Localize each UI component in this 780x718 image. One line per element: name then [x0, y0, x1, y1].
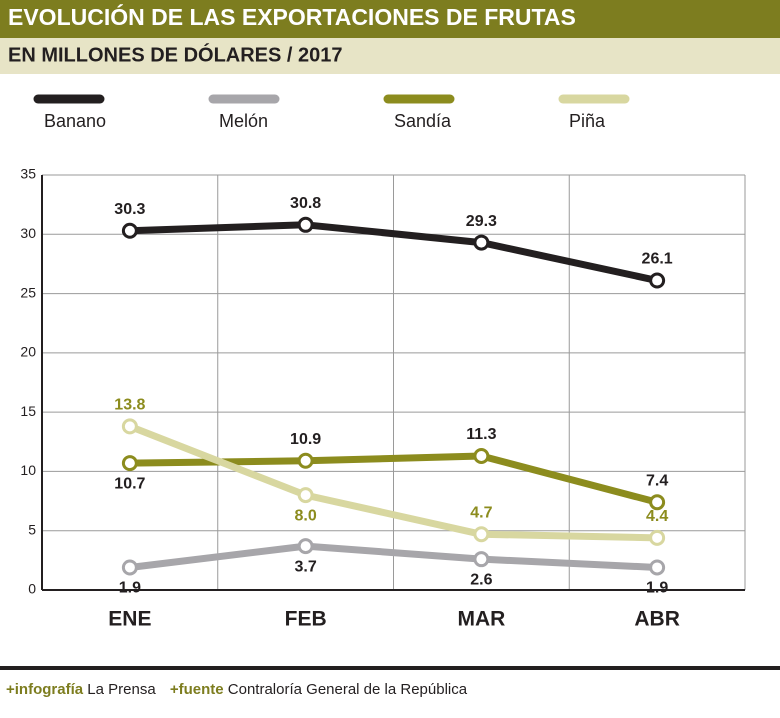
credit: La Prensa	[87, 681, 156, 698]
y-tick-label: 0	[28, 581, 36, 597]
legend-label: Sandía	[394, 111, 452, 131]
x-tick-label: ABR	[634, 608, 680, 631]
legend-label: Piña	[569, 111, 606, 131]
data-point	[473, 448, 490, 465]
data-label: 11.3	[466, 426, 496, 443]
source-label: +fuente	[170, 681, 224, 698]
data-label: 4.4	[646, 508, 668, 525]
data-label: 1.9	[646, 580, 668, 597]
data-point	[473, 526, 490, 543]
subtitle-band	[0, 38, 780, 74]
chart-title: EVOLUCIÓN DE LAS EXPORTACIONES DE FRUTAS	[8, 3, 576, 30]
data-point	[121, 455, 138, 472]
y-tick-label: 5	[28, 521, 36, 537]
y-tick-label: 20	[20, 344, 36, 360]
data-label: 3.7	[295, 558, 317, 575]
data-point	[121, 222, 138, 239]
data-label: 30.8	[290, 195, 321, 212]
data-point	[121, 559, 138, 576]
footer: +infografía La Prensa +fuente Contralorí…	[6, 681, 468, 698]
x-tick-label: FEB	[285, 608, 327, 631]
data-point	[649, 272, 666, 289]
data-point	[297, 538, 314, 555]
data-label: 7.4	[646, 472, 668, 489]
data-point	[121, 418, 138, 435]
data-label: 8.0	[295, 507, 317, 524]
data-label: 2.6	[470, 571, 492, 588]
data-point	[649, 529, 666, 546]
data-point	[297, 452, 314, 469]
series-line	[129, 221, 658, 284]
series-line	[129, 542, 658, 571]
data-point	[297, 216, 314, 233]
x-tick-label: ENE	[108, 608, 151, 631]
x-tick-label: MAR	[457, 608, 505, 631]
data-label: 4.7	[470, 504, 492, 521]
data-point	[297, 487, 314, 504]
data-label: 10.9	[290, 431, 321, 448]
legend-label: Banano	[44, 111, 106, 131]
data-label: 29.3	[466, 213, 497, 230]
data-label: 1.9	[119, 580, 141, 597]
data-label: 26.1	[642, 251, 673, 268]
data-label: 13.8	[114, 397, 145, 414]
data-label: 30.3	[114, 201, 145, 218]
source: Contraloría General de la República	[228, 681, 468, 698]
data-point	[473, 234, 490, 251]
y-tick-label: 35	[20, 166, 36, 182]
credit-label: +infografía	[6, 681, 84, 698]
data-point	[649, 494, 666, 511]
data-point	[649, 559, 666, 576]
y-tick-label: 15	[20, 403, 36, 419]
series-line	[128, 423, 658, 542]
chart-subtitle: EN MILLONES DE DÓLARES / 2017	[8, 42, 343, 66]
data-label: 10.7	[114, 475, 145, 492]
legend-label: Melón	[219, 111, 268, 131]
y-tick-label: 10	[20, 462, 36, 478]
y-tick-label: 25	[20, 284, 36, 300]
title-band	[0, 0, 780, 38]
y-tick-label: 30	[20, 225, 36, 241]
data-point	[473, 551, 490, 568]
